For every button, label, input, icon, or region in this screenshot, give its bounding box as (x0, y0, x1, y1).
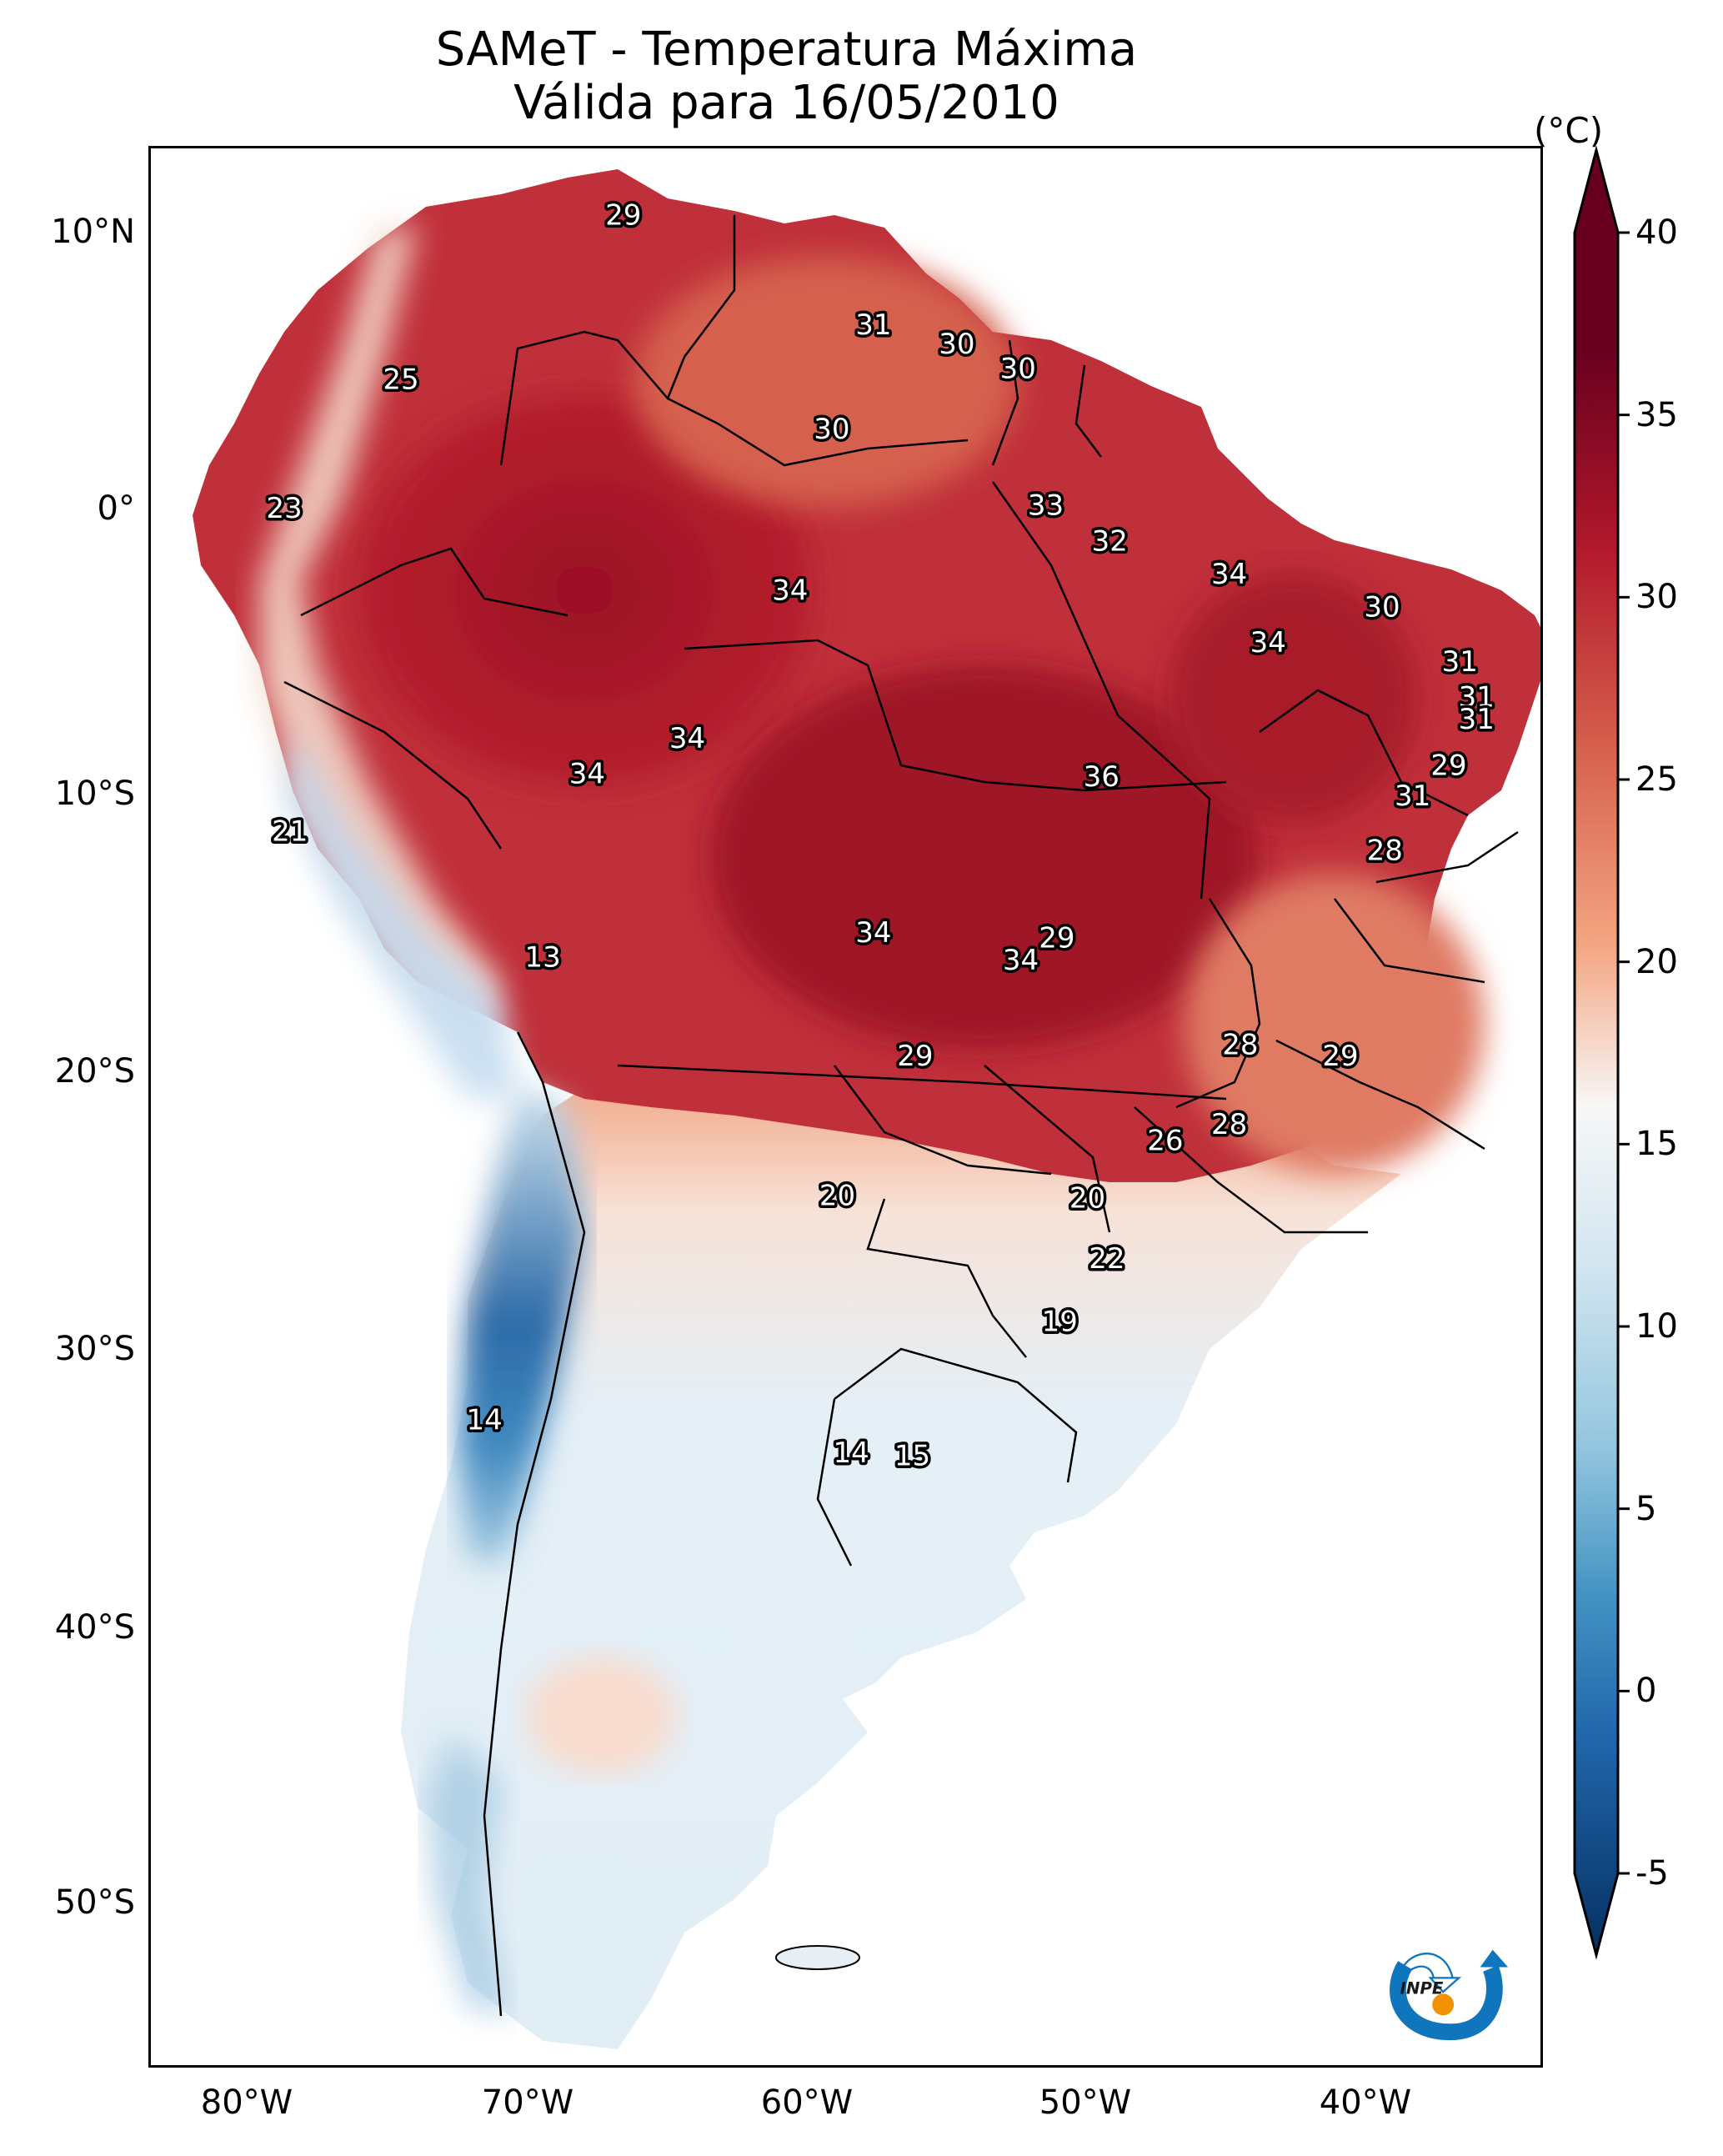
colorbar-unit: (°C) (1534, 110, 1604, 151)
hot-core-amazon (351, 390, 818, 790)
temperature-label: 13 (524, 941, 560, 975)
temperature-label: 30 (939, 328, 974, 361)
temperature-label: 28 (1222, 1029, 1258, 1062)
warm-southeast (1185, 874, 1485, 1174)
colorbar-tick-label: 10 (1635, 1307, 1678, 1346)
temperature-label: 34 (772, 574, 808, 608)
temperature-label: 29 (1430, 750, 1466, 783)
lat-tick-label: 10°S (54, 775, 135, 813)
patagonia-cool (426, 1732, 509, 2016)
temperature-label: 34 (855, 916, 891, 950)
temperature-label: 28 (1211, 1108, 1247, 1141)
temperature-label: 29 (1322, 1040, 1358, 1073)
lat-tick-label: 50°S (54, 1883, 135, 1922)
lon-tick-label: 70°W (481, 2083, 574, 2122)
colorbar-tick-label: 40 (1635, 213, 1678, 252)
temperature-label: 30 (1364, 590, 1400, 624)
inpe-logo: INPE (1390, 1949, 1509, 2040)
lon-tick-label: 60°W (760, 2083, 854, 2122)
lon-tick-label: 50°W (1039, 2083, 1132, 2122)
temperature-label: 15 (894, 1439, 930, 1472)
andes-cool-band (259, 223, 501, 1032)
logo-text: INPE (1400, 1978, 1444, 1998)
patagonia-warm-patch (526, 1657, 676, 1774)
colorbar-tick-label: 25 (1635, 760, 1678, 799)
temperature-label: 20 (1069, 1182, 1105, 1216)
temperature-label: 29 (1039, 922, 1074, 955)
temperature-label: 32 (1092, 524, 1128, 558)
temperature-label: 29 (605, 199, 641, 233)
temperature-label: 31 (855, 308, 891, 342)
temperature-label: 31 (1442, 645, 1478, 679)
colorbar-tick-label: 0 (1635, 1672, 1657, 1711)
lat-tick-label: 30°S (54, 1330, 135, 1368)
falklands (775, 1945, 860, 1970)
lat-tick-label: 20°S (54, 1052, 135, 1091)
temperature-label: 33 (1028, 489, 1064, 523)
temperature-label: 31 (1459, 703, 1495, 736)
colorbar-tick-label: 15 (1635, 1125, 1678, 1164)
temperature-label: 34 (1003, 944, 1039, 977)
lon-tick-label: 40°W (1319, 2083, 1412, 2122)
temperature-label: 29 (897, 1040, 933, 1073)
temperature-label: 26 (1147, 1125, 1183, 1158)
colorbar-ticks (1618, 231, 1630, 1875)
temperature-label: 23 (266, 492, 302, 525)
hot-core-northeast (1168, 574, 1418, 824)
colorbar-tick-label: 30 (1635, 578, 1678, 617)
colorbar (1573, 146, 1630, 1960)
lon-tick-label: 80°W (200, 2083, 293, 2122)
temperature-label: 34 (1211, 558, 1247, 591)
land-fill (193, 169, 1540, 2049)
chart-title: SAMeT - Temperatura Máxima (435, 23, 1138, 77)
temperature-label: 28 (1367, 835, 1403, 868)
warm-guiana (634, 257, 1018, 507)
lat-tick-label: 10°N (51, 213, 135, 251)
temperature-label: 31 (1395, 780, 1430, 813)
temperature-label: 31 (1459, 681, 1495, 714)
temperature-label: 22 (1089, 1242, 1124, 1276)
temperature-label: 34 (1250, 626, 1286, 659)
temperature-label: 30 (814, 413, 849, 446)
temperature-label: 21 (272, 815, 308, 849)
map-frame: 29 25 31 30 30 30 23 33 32 34 34 30 34 31 31 31 34 34 36 29… (148, 146, 1543, 2068)
altiplano-cold (284, 732, 518, 1099)
logo-sun-icon (1432, 1993, 1455, 2016)
country-borders (283, 215, 1519, 2017)
temperature-label: 36 (1084, 760, 1119, 794)
temperature-label: 30 (1000, 353, 1036, 386)
temperature-label: 14 (466, 1404, 502, 1437)
colorbar-tick-label: 5 (1635, 1489, 1657, 1528)
lat-tick-label: 0° (97, 489, 135, 528)
hot-core-central (709, 665, 1260, 1049)
chart-subtitle: Válida para 16/05/2010 (513, 76, 1059, 130)
continent-south (401, 1065, 1401, 2049)
colorbar-tick-label: -5 (1635, 1854, 1669, 1893)
temperature-label: 34 (569, 758, 605, 791)
temperature-label: 20 (819, 1179, 855, 1212)
andes-cold-south (459, 1082, 584, 1566)
temperature-label: 14 (834, 1436, 869, 1470)
temperature-label: 34 (669, 722, 705, 755)
temperature-label: 25 (383, 364, 418, 397)
colorbar-body (1573, 146, 1620, 1960)
colorbar-tick-label: 20 (1635, 942, 1678, 981)
temperature-label: 19 (1042, 1305, 1078, 1338)
lat-tick-label: 40°S (54, 1608, 135, 1647)
colorbar-tick-label: 35 (1635, 395, 1678, 434)
